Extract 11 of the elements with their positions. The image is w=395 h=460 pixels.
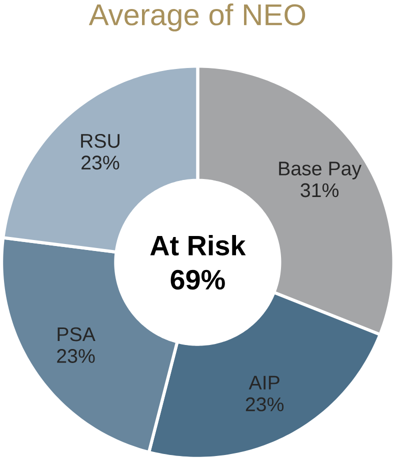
chart-title: Average of NEO bbox=[88, 3, 305, 32]
data-label: 23% bbox=[81, 156, 120, 170]
slice-label: RSU bbox=[80, 134, 120, 148]
slice-label: Base Pay bbox=[278, 162, 362, 180]
data-label: 23% bbox=[56, 349, 95, 363]
text: 69% bbox=[170, 270, 225, 290]
data-label: 31% bbox=[300, 183, 338, 198]
slice-label: PSA bbox=[58, 327, 96, 342]
data-label: 23% bbox=[246, 397, 284, 412]
slice-label: AIP bbox=[248, 376, 280, 390]
text: At Risk bbox=[150, 234, 246, 256]
